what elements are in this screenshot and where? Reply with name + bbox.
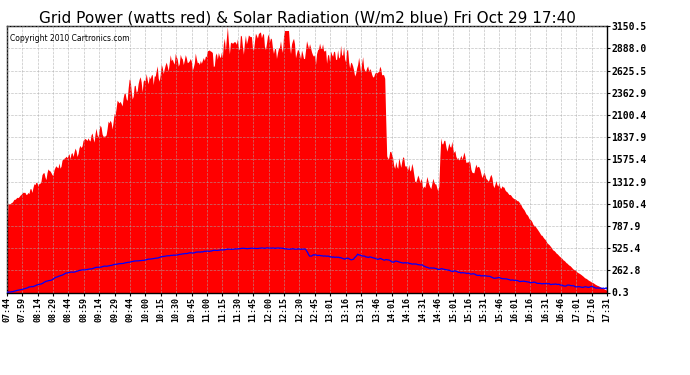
Title: Grid Power (watts red) & Solar Radiation (W/m2 blue) Fri Oct 29 17:40: Grid Power (watts red) & Solar Radiation… bbox=[39, 10, 575, 25]
Text: Copyright 2010 Cartronics.com: Copyright 2010 Cartronics.com bbox=[10, 34, 130, 43]
